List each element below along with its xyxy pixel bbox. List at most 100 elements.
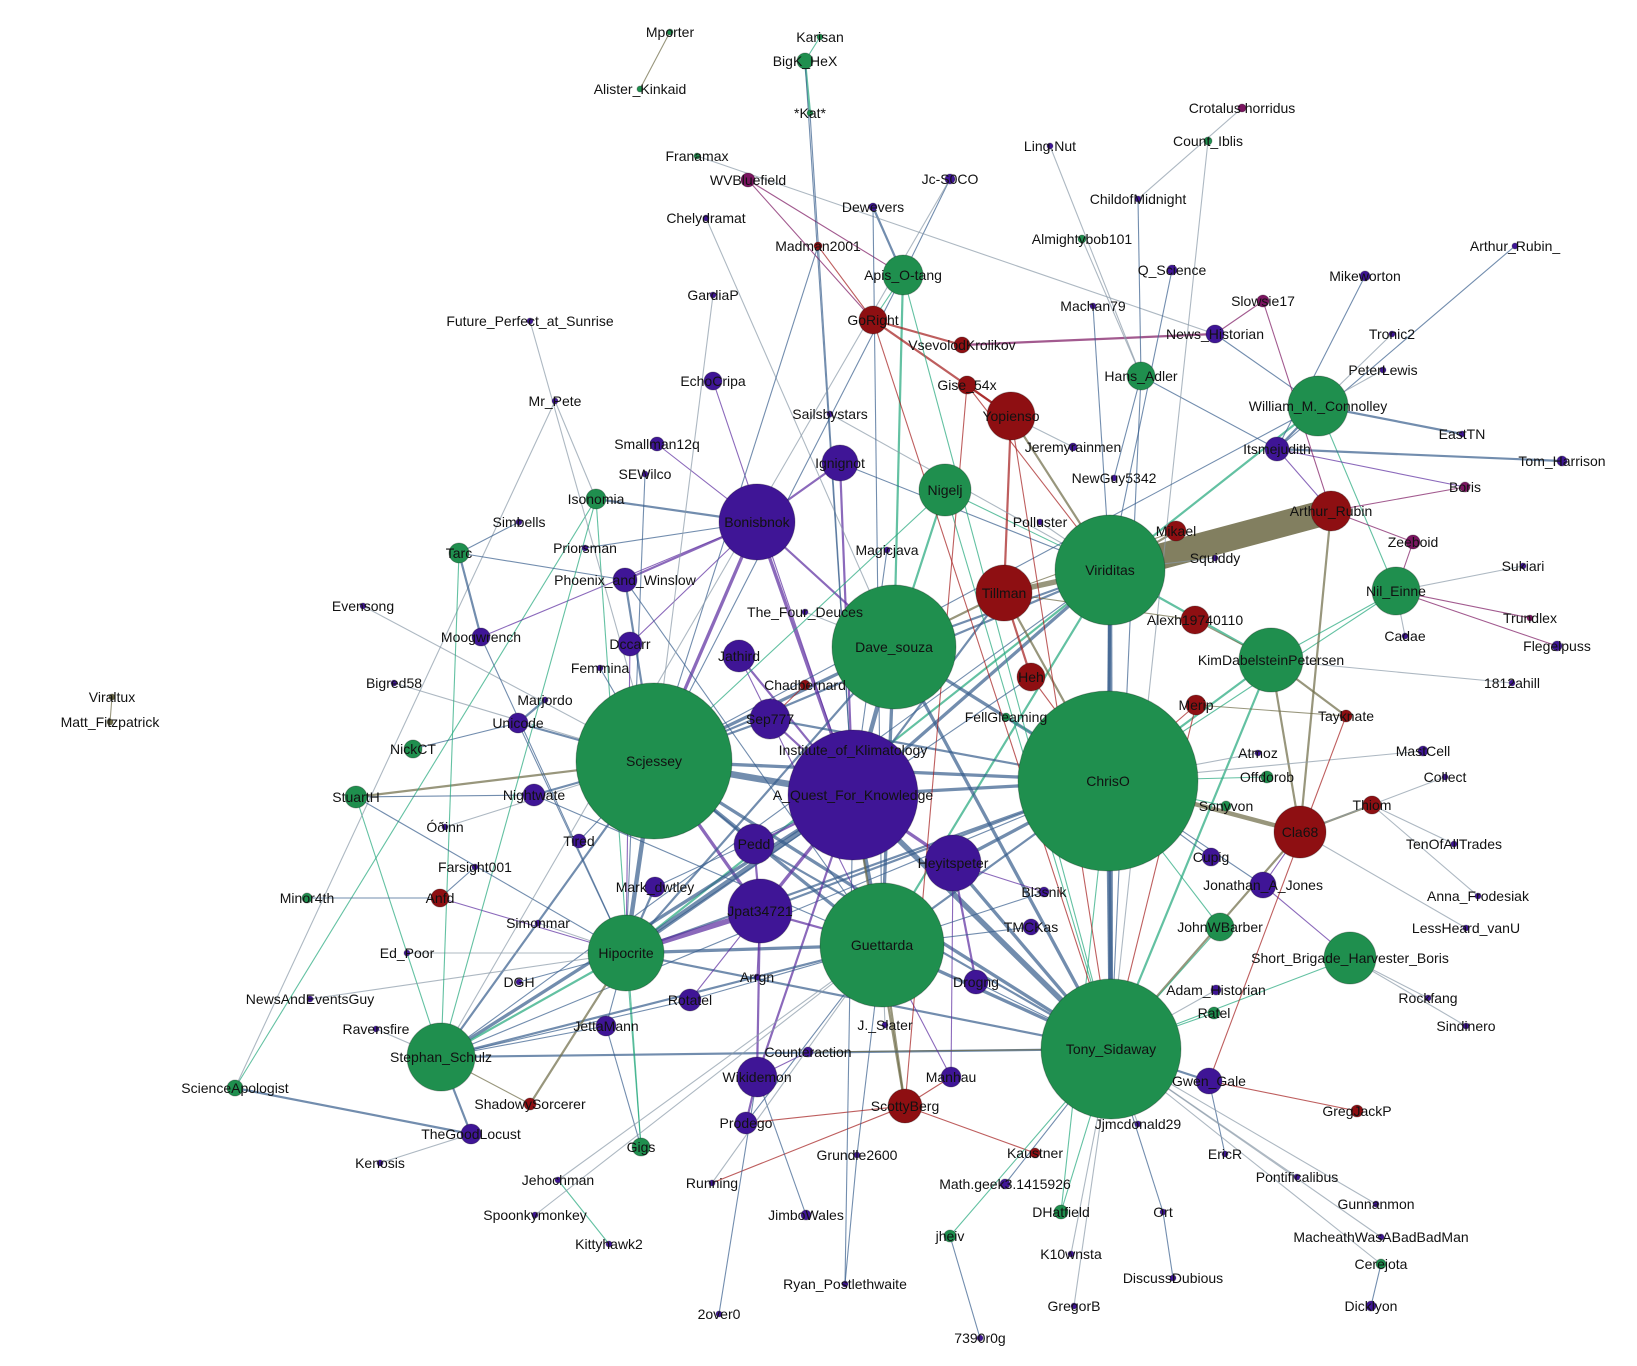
node-GardiaP[interactable] [709,291,717,299]
node-GregJackP[interactable] [1350,1104,1364,1118]
node-Jonathan_A_Jones[interactable] [1249,871,1277,899]
node-BigK_HeX[interactable] [796,52,814,70]
node-K10wnsta[interactable] [1067,1250,1075,1258]
node-Gigs[interactable] [631,1137,651,1157]
node-ChrisO[interactable] [1017,690,1199,872]
node-Itsmejudith[interactable] [1264,436,1290,462]
node-Gwen_Gale[interactable] [1195,1067,1223,1095]
node-Mark_dwtley[interactable] [644,876,666,898]
node-Squiddy[interactable] [1211,554,1219,562]
node-Yopienso[interactable] [986,391,1036,441]
node-Femmina[interactable] [596,664,604,672]
node-Odinn[interactable] [441,823,449,831]
node-Tony_Sidaway[interactable] [1040,978,1182,1120]
node-Manhau[interactable] [940,1066,962,1088]
node-Kittyhawk2[interactable] [605,1240,613,1248]
node-Almightybob101[interactable] [1077,234,1087,244]
node-Collect[interactable] [1441,773,1449,781]
node-StuartH[interactable] [344,785,368,809]
node-Tillman[interactable] [975,564,1033,622]
node-jheiv[interactable] [943,1229,957,1243]
node-Jjmcdonald29[interactable] [1134,1120,1142,1128]
node-Merip[interactable] [1185,694,1207,716]
node-ScienceApologist[interactable] [226,1079,244,1097]
node-Viraltux[interactable] [108,693,116,701]
node-Matt_Fitzpatrick[interactable] [106,718,114,726]
node-Short_Brigade_Harvester_Boris[interactable] [1323,931,1377,985]
node-Franamax[interactable] [693,152,701,160]
node-Simbells[interactable] [515,518,523,526]
node-KimDabelsteinPetersen[interactable] [1238,627,1304,693]
node-Alister_Kinkaid[interactable] [636,85,644,93]
node-Ed_Poor[interactable] [403,949,411,957]
node-Mr_Pete[interactable] [551,397,559,405]
node-Guettarda[interactable] [819,882,945,1008]
node-The_Four_Deuces[interactable] [801,608,809,616]
node-Ratel[interactable] [1207,1006,1221,1020]
node-Thiom[interactable] [1362,795,1382,815]
node-Trundlex[interactable] [1526,614,1534,622]
node-Arthur_Rubin_[interactable] [1511,242,1519,250]
node-Sep777[interactable] [749,698,791,740]
node-EastTN[interactable] [1458,430,1466,438]
node-Bigred58[interactable] [390,679,398,687]
node-Gunnanmon[interactable] [1372,1200,1380,1208]
node-Jehochman[interactable] [554,1176,562,1184]
node-Tarc[interactable] [448,542,470,564]
node-Alexh19740110[interactable] [1180,605,1210,635]
node-Arrgn[interactable] [753,973,761,981]
node-Cadae[interactable] [1401,632,1409,640]
node-EchoCripa[interactable] [703,371,723,391]
node-Tom_Harrison[interactable] [1556,455,1568,467]
node-Heh[interactable] [1016,662,1046,692]
node-Nigelj[interactable] [918,463,972,517]
node-LingNut[interactable] [1046,142,1054,150]
node-TheGoodLocust[interactable] [460,1123,482,1145]
node-JettaMann[interactable] [595,1015,617,1037]
node-GoRight[interactable] [858,305,888,335]
node-DHatfield[interactable] [1053,1204,1069,1220]
node-Moogwrench[interactable] [471,627,491,647]
node-Madman2001[interactable] [813,241,823,251]
node-Jathird[interactable] [722,639,756,673]
node-Spoonkymonkey[interactable] [531,1211,539,1219]
node-Mporter[interactable] [666,28,674,36]
node-Pedd[interactable] [733,823,775,865]
node-Grundle2600[interactable] [853,1151,861,1159]
node-Heyitspeter[interactable] [924,834,982,892]
node-Kenosis[interactable] [376,1159,384,1167]
node-Tired[interactable] [571,833,587,849]
node-VsevolodKrolikov[interactable] [953,336,971,354]
node-Rotatel[interactable] [678,988,702,1012]
node-Dave_souza[interactable] [831,584,957,710]
node-A_Quest_For_Knowledge[interactable] [787,729,919,861]
node-Boris[interactable] [1459,481,1471,493]
node-Cla68[interactable] [1273,805,1327,859]
node-Farsight001[interactable] [471,863,479,871]
node-Stephan_Schulz[interactable] [406,1022,476,1092]
node-Adam_Historian[interactable] [1210,984,1222,996]
node-Ravensfire[interactable] [372,1025,380,1033]
node-Bonisbnok[interactable] [718,483,796,561]
node-Hipocrite[interactable] [587,914,665,992]
node-Sindinero[interactable] [1462,1022,1470,1030]
node-TMCKas[interactable] [1022,918,1040,936]
node-Karisan[interactable] [816,33,824,41]
node-Tronic2[interactable] [1388,330,1396,338]
node-Cerejota[interactable] [1375,1258,1387,1270]
node-Future_Perfect_at_Sunrise[interactable] [526,317,534,325]
node-Count_Iblis[interactable] [1203,136,1213,146]
node-LessHeard_vanU[interactable] [1462,924,1470,932]
node-Ort[interactable] [1159,1208,1167,1216]
node-Jc-S0CO[interactable] [944,173,956,185]
node-Apis_O-tang[interactable] [882,254,924,296]
node-Cupig[interactable] [1201,847,1221,867]
node-Offdorob[interactable] [1260,770,1274,784]
node-William_M_Connolley[interactable] [1287,375,1349,437]
node-Simonmar[interactable] [534,919,542,927]
node-ScottyBerg[interactable] [887,1088,923,1124]
node-Nightwate[interactable] [522,783,546,807]
node-Prodego[interactable] [734,1111,758,1135]
node-Phoenix_and_Winslow[interactable] [612,567,638,593]
node-JimboWales[interactable] [800,1209,812,1221]
